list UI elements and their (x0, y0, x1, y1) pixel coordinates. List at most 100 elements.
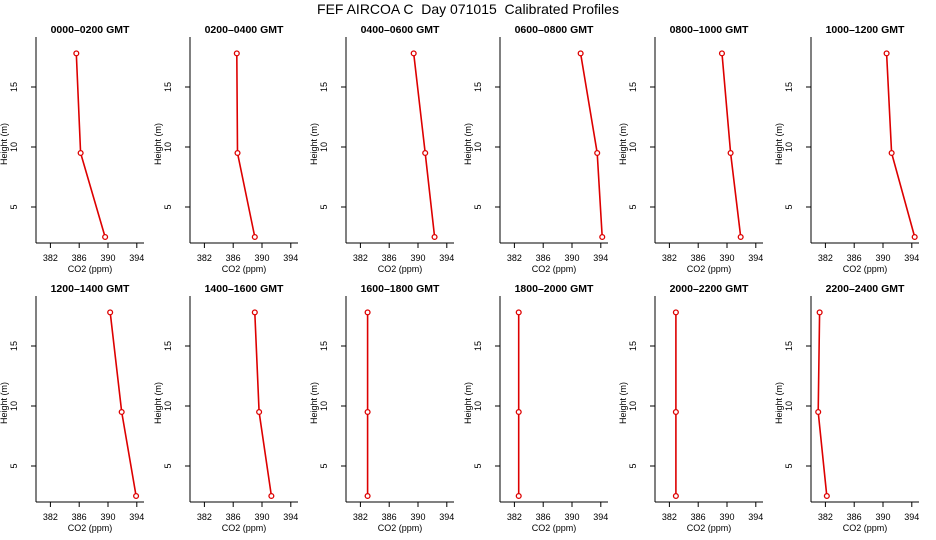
x-tick-label: 390 (719, 512, 734, 522)
x-tick-label: 394 (904, 253, 919, 263)
y-tick-label: 15 (784, 82, 794, 92)
x-tick-label: 386 (382, 512, 397, 522)
data-point (718, 50, 726, 57)
x-tick-label: 390 (410, 512, 425, 522)
x-tick-label: 394 (593, 512, 608, 522)
data-point (422, 149, 429, 157)
data-point (364, 309, 371, 316)
x-tick-label: 382 (43, 253, 58, 263)
y-axis-label: Height (m) (618, 123, 628, 165)
data-point (515, 492, 522, 500)
y-tick-label: 5 (628, 463, 638, 468)
profile-line (817, 312, 828, 497)
x-tick-label: 394 (129, 253, 144, 263)
x-tick-label: 390 (564, 512, 579, 522)
data-point (672, 492, 679, 500)
x-tick-label: 394 (904, 512, 919, 522)
x-tick-label: 394 (129, 512, 144, 522)
x-tick-label: 382 (353, 253, 368, 263)
data-point (268, 492, 275, 500)
data-point (599, 233, 606, 241)
y-tick-label: 5 (319, 463, 329, 468)
x-tick-label: 390 (100, 512, 115, 522)
profile-panel-9: 1600–1800 GMT 382 386 390 394 CO2 (ppm) 5 10 15 H… (309, 283, 454, 533)
panel-title: 1200–1400 GMT (51, 283, 130, 295)
x-tick-label: 382 (818, 253, 833, 263)
data-point (107, 309, 114, 316)
y-tick-label: 5 (319, 204, 329, 209)
y-axis-label: Height (m) (0, 382, 9, 424)
profile-panel-3: 0400–0600 GMT 382 386 390 394 CO2 (ppm) 5 10 15 H… (309, 24, 454, 274)
x-tick-label: 382 (507, 253, 522, 263)
y-tick-label: 15 (473, 82, 483, 92)
y-tick-label: 15 (163, 82, 173, 92)
y-tick-label: 15 (784, 341, 794, 351)
profile-panel-12: 2200–2400 GMT 382 386 390 394 CO2 (ppm) 5 10 15 H… (774, 283, 919, 533)
chart-main-title: FEF AIRCOA C Day 071015 Calibrated Profi… (317, 1, 619, 17)
x-axis-label: CO2 (ppm) (687, 264, 732, 274)
y-tick-label: 10 (163, 142, 173, 152)
y-axis-label: Height (m) (618, 382, 628, 424)
panel-title: 1800–2000 GMT (515, 283, 594, 295)
y-tick-label: 10 (319, 401, 329, 411)
y-axis-label: Height (m) (0, 123, 9, 165)
x-tick-label: 382 (818, 512, 833, 522)
x-axis-label: CO2 (ppm) (378, 264, 423, 274)
x-axis-label: CO2 (ppm) (532, 264, 577, 274)
profile-line (579, 53, 603, 238)
profile-panel-2: 0200–0400 GMT 382 386 390 394 CO2 (ppm) 5 10 15 H… (153, 24, 298, 274)
y-tick-label: 5 (784, 204, 794, 209)
x-axis-label: CO2 (ppm) (68, 264, 113, 274)
data-point (816, 309, 823, 316)
x-tick-label: 394 (283, 512, 298, 522)
data-point (256, 408, 263, 416)
y-tick-label: 10 (473, 401, 483, 411)
x-tick-label: 382 (353, 512, 368, 522)
panel-title: 0600–0800 GMT (515, 24, 594, 36)
x-axis-label: CO2 (ppm) (378, 523, 423, 533)
y-tick-label: 10 (319, 142, 329, 152)
profile-line (885, 53, 916, 238)
data-point (888, 149, 895, 157)
x-tick-label: 386 (691, 253, 706, 263)
x-tick-label: 386 (691, 512, 706, 522)
y-tick-label: 10 (628, 142, 638, 152)
y-tick-label: 10 (163, 401, 173, 411)
y-axis-label: Height (m) (463, 123, 473, 165)
x-tick-label: 390 (254, 253, 269, 263)
x-axis-label: CO2 (ppm) (843, 264, 888, 274)
panel-title: 1600–1800 GMT (361, 283, 440, 295)
profile-line (721, 53, 742, 238)
data-point (431, 233, 438, 241)
x-tick-label: 386 (382, 253, 397, 263)
data-point (515, 408, 522, 416)
profile-panel-6: 1000–1200 GMT 382 386 390 394 CO2 (ppm) 5 10 15 H… (774, 24, 919, 274)
y-tick-label: 15 (319, 341, 329, 351)
data-point (118, 408, 125, 416)
x-tick-label: 386 (536, 512, 551, 522)
data-point (251, 233, 258, 241)
panel-title: 0800–1000 GMT (670, 24, 749, 36)
profile-line (236, 53, 256, 238)
data-point (672, 408, 679, 416)
data-point (815, 408, 822, 416)
data-point (364, 408, 371, 416)
data-point (73, 50, 80, 57)
x-axis-label: CO2 (ppm) (222, 523, 267, 533)
x-tick-label: 390 (254, 512, 269, 522)
x-tick-label: 394 (593, 253, 608, 263)
panel-title: 1000–1200 GMT (826, 24, 905, 36)
y-tick-label: 15 (473, 341, 483, 351)
panel-title: 0400–0600 GMT (361, 24, 440, 36)
y-tick-label: 5 (473, 204, 483, 209)
x-tick-label: 386 (72, 512, 87, 522)
y-tick-label: 5 (9, 204, 19, 209)
x-axis-label: CO2 (ppm) (687, 523, 732, 533)
data-point (823, 492, 830, 500)
data-point (233, 50, 240, 57)
x-tick-label: 386 (72, 253, 87, 263)
data-point (883, 50, 890, 57)
x-tick-label: 382 (662, 512, 677, 522)
data-point (594, 149, 601, 157)
